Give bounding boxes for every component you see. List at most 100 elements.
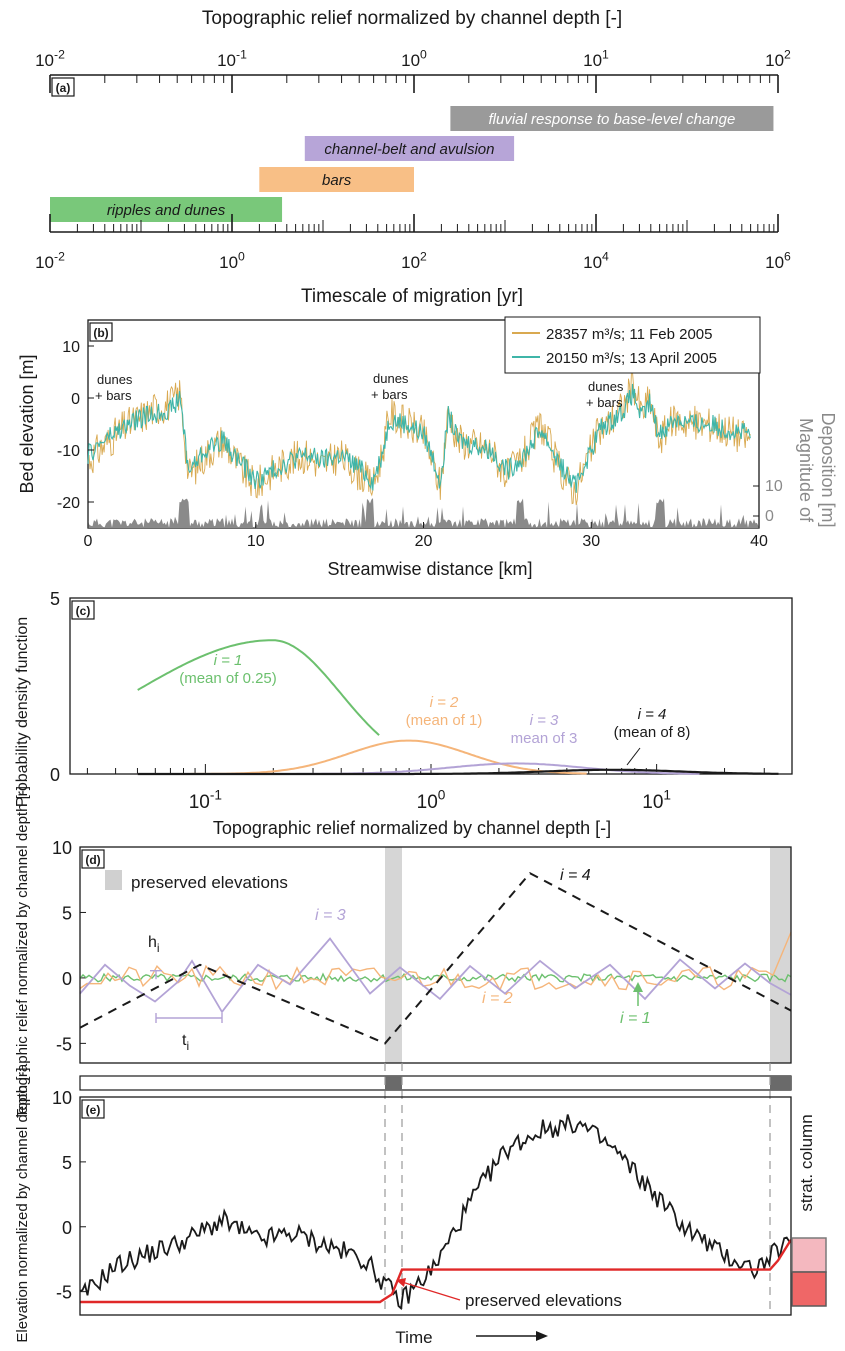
range-bar-label-3: ripples and dunes [107,202,226,219]
series-label-i3: i = 3 [315,907,346,924]
panel-d-frame [79,846,792,1064]
range-bar-label-2: bars [322,172,352,189]
top-tick-label-3: 101 [583,47,609,70]
preserved-annotation: preserved elevations [465,1291,622,1310]
panel-c-label-box [71,600,95,620]
panel-b-xlabel: Streamwise distance [km] [327,559,532,579]
annotation-bars-3: + bars [586,395,623,410]
range-bar-3 [50,197,283,222]
series-i1-arrowhead [633,982,643,992]
series-label-i2: i = 2 [482,990,513,1007]
c-x-tick-label-0: 10-1 [189,787,222,813]
right-tick-label-0: 10 [765,478,783,495]
timeline-preserved-2 [770,1076,791,1090]
annotation-dunes-2: dunes [373,371,409,386]
preserved-annotation-arrow [401,1281,461,1301]
bottom-tick-label-1: 100 [219,249,245,272]
y-tick-label-0: 10 [62,339,80,356]
range-bar-label-0: fluvial response to base-level change [489,111,736,128]
curve-label-mean1: (mean of 0.25) [179,670,277,687]
panel-b-label-box [89,322,113,342]
panel-b-right-label-2: Deposition [m] [818,412,838,527]
curve-label-i4: i = 4 [638,706,667,723]
range-bar-1 [304,136,515,161]
panel-b-plot: 0 10 20 30 40 10 0 -10 -20 10 0 [57,339,783,550]
label-t: ti [182,1032,189,1053]
pdf-i1 [137,639,380,736]
label-t-sub: i [186,1039,189,1053]
x-tick-label-2: 20 [415,533,433,550]
curve-label-mean4: (mean of 8) [614,724,691,741]
label-t-main: t [182,1032,187,1049]
timeline-strip [79,1075,792,1091]
curve-label-mean3: mean of 3 [511,730,578,747]
curve-label-mean2: (mean of 1) [406,712,483,729]
range-bar-0 [450,106,774,131]
panel-e-label: (e) [86,1103,101,1117]
panel-c-plot: 5 0 10-1 100 101 [50,589,779,813]
panel-c-ylabel: Probability density function [14,617,31,807]
panel-b-legend: 28357 m³/s; 11 Feb 2005 20150 m³/s; 13 A… [504,316,761,374]
c-x-tick-label-2: 101 [642,787,671,813]
y-tick-label-1: 0 [71,391,80,408]
x-tick-label-0: 0 [84,533,93,550]
curve-label-i2: i = 2 [430,694,459,711]
range-bar-2 [259,167,414,192]
y-tick-label-2: -10 [57,443,80,460]
deposition-area [88,498,759,528]
strat-column-lower [791,1271,827,1307]
panel-d-plot: 10 5 0 -5 [52,838,792,1063]
annotation-dunes-1: dunes [97,372,133,387]
annotation-bars-2: + bars [371,387,408,402]
strat-column-upper [791,1237,827,1273]
panel-a-label-box [51,77,75,97]
top-tick-label-0: 10-2 [35,47,65,70]
series-i2 [79,931,792,992]
panel-c: 5 0 10-1 100 101 (c) Probability density fun… [14,589,793,838]
top-tick-label-4: 102 [765,47,791,70]
panel-a-bars: fluvial response to base-level change cha… [50,106,774,222]
panel-d: 10 5 0 -5 (d) Topographic relief normalized… [14,786,792,1118]
d-y-tick-label-0: 10 [52,838,72,858]
panel-a-top-axis-title: Topographic relief normalized by channel… [202,8,622,29]
bottom-tick-label-4: 106 [765,249,791,272]
d-y-tick-label-3: -5 [56,1034,72,1054]
panel-e-frame [79,1096,792,1316]
curve-label-i3: i = 3 [530,712,559,729]
series-april-2005 [87,383,751,493]
bottom-tick-label-3: 104 [583,249,609,272]
legend-label-feb: 28357 m³/s; 11 Feb 2005 [546,326,713,343]
label-h-sub: i [157,941,160,955]
panel-d-label: (d) [85,853,100,867]
preserved-legend-swatch [105,870,122,890]
e-y-tick-label-0: 10 [52,1088,72,1108]
panel-e-label-box [81,1099,105,1119]
strat-column-label: strat. column [797,1114,816,1211]
c-y-tick-label-0: 5 [50,589,60,609]
timeline-preserved-1 [385,1076,402,1090]
series-label-i1: i = 1 [620,1010,651,1027]
series-label-i4: i = 4 [560,867,591,884]
panel-e-ylabel: Elevation normalized by channel depth [-… [14,1067,31,1342]
panel-b-ylabel: Bed elevation [m] [17,354,37,493]
panel-a-top-ticks: 10-2 10-1 100 101 102 [35,47,791,93]
legend-box [504,316,761,374]
panel-e-plot: 10 5 0 -5 [52,1063,793,1315]
preserved-band-1 [385,847,402,1063]
e-y-tick-label-3: -5 [56,1283,72,1303]
range-bar-label-1: channel-belt and avulsion [324,141,494,158]
curve-i4-pointer [626,747,641,766]
pdf-i4 [137,768,779,776]
x-tick-label-4: 40 [750,533,768,550]
series-i4 [79,871,792,1045]
bottom-tick-label-2: 102 [401,249,427,272]
d-y-tick-label-2: 0 [62,969,72,989]
time-arrow-head [536,1331,548,1341]
elevation-series [79,1114,790,1311]
x-tick-label-3: 30 [582,533,600,550]
series-feb-2005 [87,369,751,506]
top-tick-label-1: 10-1 [217,47,247,70]
panel-b-right-label-1: Magnitude of [796,418,816,523]
curve-label-i1: i = 1 [214,652,243,669]
annotation-dunes-3: dunes [588,379,624,394]
